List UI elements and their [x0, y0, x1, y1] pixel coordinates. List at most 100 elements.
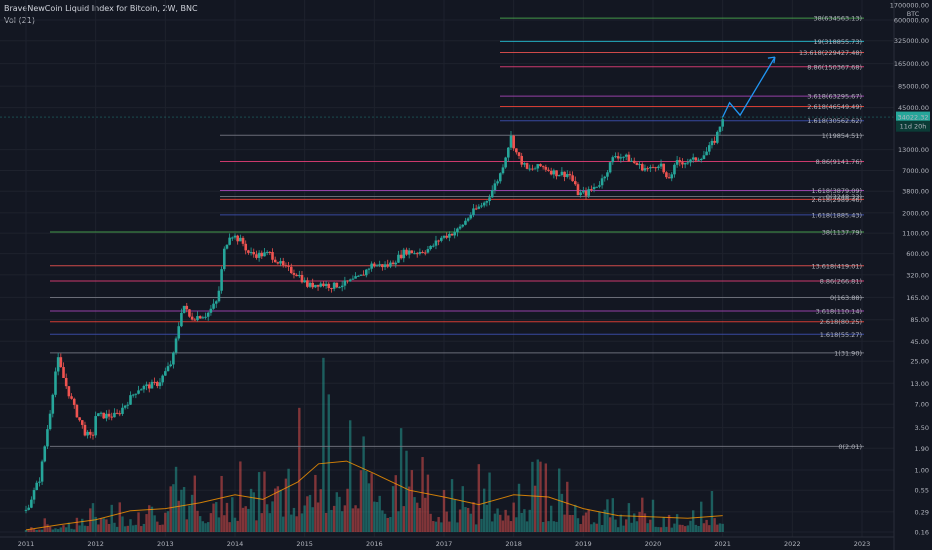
- volume-bar: [172, 484, 175, 532]
- fib-level-label: 1.618(55.27): [820, 331, 862, 339]
- candle-body: [442, 235, 446, 238]
- volume-bar: [504, 509, 507, 532]
- price-tag-box: [896, 120, 930, 132]
- volume-bar: [662, 517, 665, 532]
- candle-body: [244, 243, 248, 251]
- price-axis[interactable]: 1700000.00 600000.00 325000.00 165000.00 850…: [890, 0, 932, 550]
- time-tick-label: 2018: [505, 540, 522, 548]
- volume-bar: [126, 525, 130, 532]
- volume-bars: [24, 357, 724, 532]
- time-tick-label: 2020: [645, 540, 662, 548]
- candle-body: [536, 164, 540, 169]
- volume-bar: [426, 474, 430, 532]
- volume-bar: [134, 524, 138, 532]
- volume-bar: [295, 516, 298, 532]
- fib-level-label: 38(634563.13): [814, 15, 863, 23]
- candle-body: [91, 434, 95, 436]
- time-tick-label: 2019: [575, 540, 592, 548]
- candle-body: [600, 178, 604, 186]
- candle-body: [279, 261, 282, 264]
- candle-body: [287, 265, 290, 267]
- volume-bar: [145, 514, 148, 532]
- volume-bar: [453, 499, 456, 532]
- candle-body: [445, 235, 448, 238]
- price-tick-label: 25.00: [910, 358, 929, 366]
- candle-body: [113, 412, 116, 418]
- fib-level-label: 38(1137.79): [822, 229, 862, 237]
- time-axis[interactable]: 2011 2012 2013 2014 2015 2016 2017 2018 2019 2020…: [0, 536, 894, 548]
- volume-bar: [59, 527, 63, 532]
- fib-level-label: 8.86(9141.76): [816, 158, 862, 166]
- candle-body: [137, 390, 140, 394]
- candle-body: [678, 160, 682, 163]
- fib-level-label: 13.618(419.01): [811, 262, 862, 270]
- candle-body: [83, 424, 87, 436]
- price-tick-label: 13000.00: [898, 146, 929, 154]
- candle-body: [190, 316, 194, 320]
- volume-bar: [164, 512, 167, 532]
- volume-bar: [169, 486, 172, 532]
- candle-body: [59, 357, 63, 368]
- candle-body: [665, 172, 668, 178]
- candle-body: [493, 183, 497, 190]
- candle-body: [188, 309, 191, 317]
- candle-body: [236, 235, 239, 242]
- price-tick-label: 320.00: [906, 271, 929, 279]
- candle-body: [228, 237, 231, 245]
- volume-bar: [118, 502, 121, 532]
- time-tick-label: 2021: [714, 540, 731, 548]
- volume-bar: [123, 526, 127, 532]
- price-tick-label: 1.90: [915, 445, 929, 453]
- candle-body: [643, 168, 647, 171]
- candle-body: [123, 405, 127, 408]
- volume-bar: [174, 466, 178, 532]
- fib-level-label: 13.618(229427.48): [799, 49, 862, 57]
- price-tick-label: 3.50: [915, 424, 929, 432]
- volume-bar: [225, 502, 229, 532]
- volume-bar: [458, 509, 462, 532]
- candle-body: [453, 232, 457, 236]
- fib-level-label: 1(19854.51): [822, 132, 862, 140]
- candle-body: [67, 386, 71, 397]
- volume-bar: [563, 514, 566, 532]
- volume-bar: [509, 521, 513, 532]
- volume-bar: [560, 493, 564, 532]
- volume-bar: [675, 514, 679, 532]
- candle-body: [707, 145, 711, 152]
- volume-bar: [378, 495, 381, 532]
- volume-bar: [496, 508, 499, 532]
- candle-body: [694, 157, 698, 161]
- candle-body: [324, 283, 328, 286]
- candle-body: [405, 249, 408, 255]
- volume-bar: [587, 509, 590, 532]
- candle-body: [198, 316, 202, 319]
- volume-bar: [603, 509, 606, 532]
- candle-body: [56, 357, 60, 372]
- volume-bar: [48, 526, 52, 532]
- volume-bar: [689, 520, 692, 532]
- volume-bar: [407, 486, 411, 532]
- volume-bar: [102, 518, 105, 532]
- candle-body: [70, 396, 73, 399]
- volume-bar: [99, 518, 103, 532]
- candle-body: [488, 197, 491, 202]
- candle-body: [306, 280, 309, 287]
- candle-body: [247, 250, 250, 253]
- volume-bar: [340, 511, 344, 532]
- volume-bar: [51, 529, 54, 532]
- candle-body: [638, 164, 641, 166]
- candle-body: [539, 164, 542, 167]
- candle-body: [547, 169, 550, 171]
- candle-body: [147, 384, 151, 389]
- candle-body: [126, 404, 130, 406]
- fib-level-label: 3.618(110.14): [816, 307, 862, 315]
- candle-body: [298, 275, 301, 277]
- candle-body: [662, 163, 666, 173]
- volume-bar: [38, 529, 41, 532]
- volume-bar: [32, 529, 36, 532]
- volume-bar: [201, 521, 205, 532]
- volume-bar: [54, 528, 57, 532]
- volume-bar: [268, 513, 272, 532]
- volume-bar: [97, 524, 100, 532]
